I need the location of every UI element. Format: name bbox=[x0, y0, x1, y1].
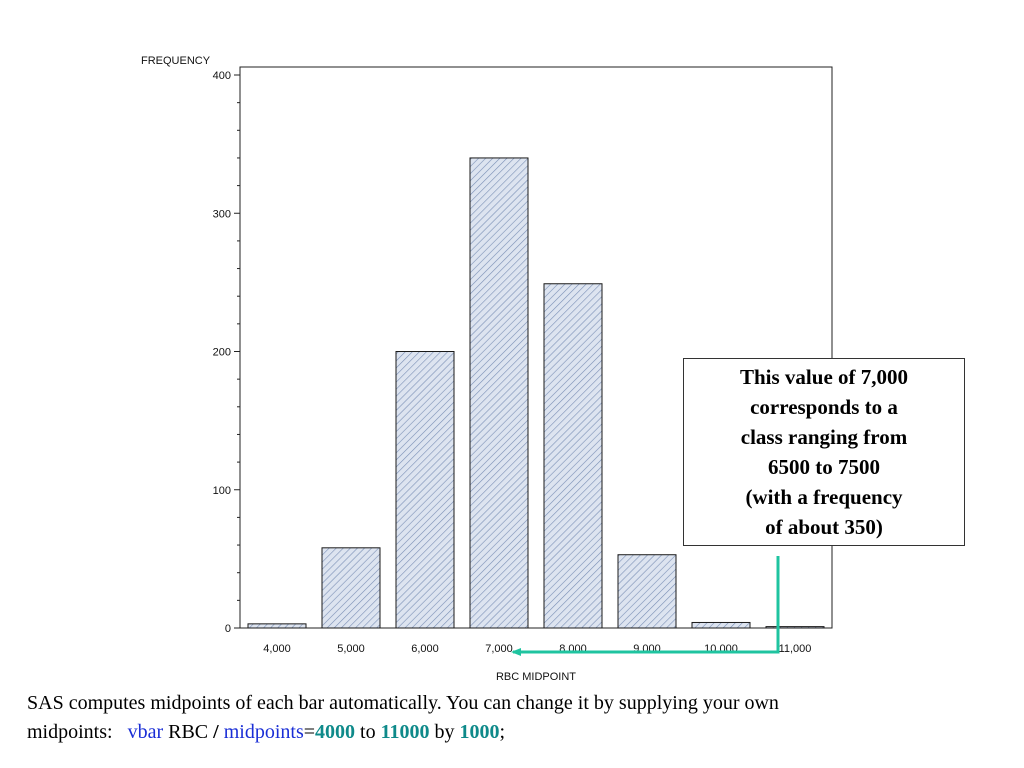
callout-line: of about 350) bbox=[765, 515, 883, 539]
y-tick-label: 200 bbox=[213, 347, 231, 359]
x-tick-label: 11,000 bbox=[779, 643, 812, 655]
caption-line-2: midpoints: vbar RBC / midpoints=4000 to … bbox=[27, 718, 1012, 747]
x-tick-label: 4,000 bbox=[263, 643, 291, 655]
histogram-bar bbox=[469, 157, 529, 629]
callout-line: (with a frequency bbox=[745, 485, 903, 509]
callout-arrow bbox=[511, 556, 780, 656]
plot-frame bbox=[239, 66, 833, 629]
annotation-callout: This value of 7,000 corresponds to a cla… bbox=[683, 358, 965, 546]
code-start-value: 4000 bbox=[315, 721, 356, 743]
histogram-bar bbox=[691, 621, 751, 629]
code-keyword-midpoints: midpoints bbox=[223, 721, 304, 743]
callout-line: class ranging from bbox=[740, 425, 908, 449]
callout-line: This value of 7,000 bbox=[739, 365, 909, 389]
histogram-bar bbox=[395, 351, 455, 629]
caption-line-1: SAS computes midpoints of each bar autom… bbox=[27, 692, 779, 714]
code-keyword-vbar: vbar bbox=[127, 721, 164, 743]
code-by: by bbox=[434, 721, 455, 743]
callout-line: corresponds to a bbox=[750, 395, 898, 419]
code-slash: / bbox=[213, 721, 219, 743]
code-to: to bbox=[360, 721, 376, 743]
caption-prefix: midpoints: bbox=[27, 721, 113, 743]
y-tick-label: 100 bbox=[213, 485, 231, 497]
code-equals: = bbox=[303, 721, 316, 743]
y-tick-label: 300 bbox=[213, 208, 231, 220]
histogram-bar bbox=[543, 283, 603, 629]
x-tick-label: 6,000 bbox=[411, 643, 439, 655]
y-axis-title: FREQUENCY bbox=[141, 55, 211, 67]
y-tick-label: 400 bbox=[213, 70, 231, 82]
code-step-value: 1000 bbox=[459, 721, 500, 743]
histogram-bar bbox=[247, 623, 307, 629]
code-end-value: 11000 bbox=[380, 721, 430, 743]
code-semicolon: ; bbox=[499, 721, 506, 743]
caption-text: SAS computes midpoints of each bar autom… bbox=[27, 689, 1012, 747]
histogram-bar bbox=[321, 547, 381, 629]
x-tick-label: 5,000 bbox=[337, 643, 365, 655]
histogram-bar bbox=[765, 626, 825, 629]
callout-line: 6500 to 7500 bbox=[768, 455, 880, 479]
code-variable: RBC bbox=[168, 721, 209, 743]
histogram-bar bbox=[617, 554, 677, 629]
x-tick-label: 7,000 bbox=[485, 643, 513, 655]
x-axis-title: RBC MIDPOINT bbox=[496, 671, 576, 683]
y-tick-label: 0 bbox=[225, 623, 231, 635]
